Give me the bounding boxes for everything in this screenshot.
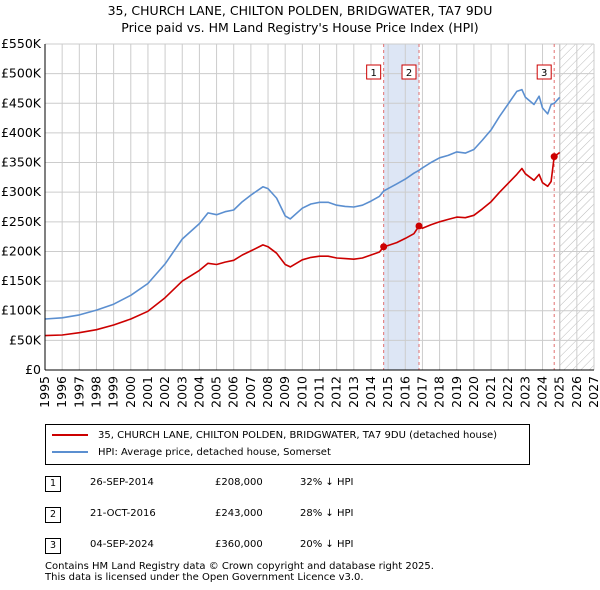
y-tick-label: £250K [1,214,42,229]
series-layer [44,88,561,337]
y-tick-label: £450K [1,95,42,110]
legend: 35, CHURCH LANE, CHILTON POLDEN, BRIDGWA… [45,424,530,465]
sale-row: 2 21-OCT-2016 £243,000 28% ↓ HPI [45,504,445,524]
chart-title: 35, CHURCH LANE, CHILTON POLDEN, BRIDGWA… [0,2,600,36]
legend-item-hpi: HPI: Average price, detached house, Some… [52,445,331,461]
y-tick-label: £100K [1,303,42,318]
sale-label-number: 2 [406,68,412,79]
sale-label-box [401,64,417,80]
footer-line2: This data is licensed under the Open Gov… [45,572,364,583]
sale-label-box [536,64,552,80]
chart-title-line1: 35, CHURCH LANE, CHILTON POLDEN, BRIDGWA… [107,3,493,18]
y-tick-label: £150K [1,273,42,288]
x-tick-label: 2017 [414,376,429,408]
x-tick-label: 2018 [432,376,447,408]
x-tick-label: 1998 [88,376,103,408]
x-tick-label: 2002 [157,376,172,408]
sale-row: 3 04-SEP-2024 £360,000 20% ↓ HPI [45,535,445,555]
legend-swatch-property [52,434,88,436]
sale-point [415,222,423,230]
x-tick-label: 2015 [380,376,395,408]
sale-badge: 2 [45,507,61,523]
y-tick-label: £350K [1,155,42,170]
sale-badge: 3 [45,538,61,554]
sale-date: 21-OCT-2016 [90,508,156,519]
x-tick-label: 2014 [363,376,378,408]
x-tick-label: 2025 [552,376,567,408]
highlight-band [383,44,420,370]
x-tick-label: 2016 [397,376,412,408]
legend-label-hpi: HPI: Average price, detached house, Some… [98,447,331,458]
hpi-line [44,88,561,320]
price-chart: 1 2 3 £0 £50K £100K £150K £200K £250K £300K £350K… [1,36,600,408]
y-tick-label: £50K [9,332,42,347]
sale-hpi-diff: 20% ↓ HPI [300,539,354,550]
x-tick-label: 2005 [209,376,224,408]
sale-label-number: 3 [541,68,547,79]
x-tick-label: 2012 [329,376,344,408]
footer-line1: Contains HM Land Registry data © Crown c… [45,561,434,572]
x-tick-label: 2026 [569,376,584,408]
y-tick-label: £300K [1,184,42,199]
x-tick-label: 2008 [260,376,275,408]
sale-markers: 1 2 3 [366,64,558,251]
sale-badge: 1 [45,476,61,492]
property-line [44,151,561,337]
x-tick-label: 2023 [517,376,532,408]
sale-hpi-diff: 28% ↓ HPI [300,508,354,519]
legend-swatch-hpi [52,451,88,453]
x-tick-label: 2010 [294,376,309,408]
x-tick-label: 1996 [54,376,69,408]
sale-price: £208,000 [215,477,263,488]
chart-title-line2: Price paid vs. HM Land Registry's House … [121,20,479,35]
y-tick-label: £550K [1,36,42,51]
sale-row: 1 26-SEP-2014 £208,000 32% ↓ HPI [45,473,445,493]
sale-hpi-diff: 32% ↓ HPI [300,477,354,488]
sale-date: 04-SEP-2024 [90,539,154,550]
sale-date: 26-SEP-2014 [90,477,154,488]
x-tick-label: 1997 [71,376,86,408]
x-tick-label: 1999 [106,376,121,408]
x-tick-label: 2000 [123,376,138,408]
y-tick-label: £0 [25,362,41,377]
x-tick-label: 2007 [243,376,258,408]
x-tick-label: 2009 [277,376,292,408]
sale-price: £360,000 [215,539,263,550]
x-tick-label: 2003 [174,376,189,408]
x-tick-label: 2001 [140,376,155,408]
x-tick-label: 2011 [312,376,327,408]
x-tick-label: 2022 [500,376,515,408]
x-tick-label: 2020 [466,376,481,408]
y-tick-label: £500K [1,66,42,81]
x-tick-label: 1995 [37,376,52,408]
axes: £0 £50K £100K £150K £200K £250K £300K £350K £400… [1,36,600,408]
sale-point [550,153,558,161]
x-tick-label: 2013 [346,376,361,408]
y-tick-label: £400K [1,125,42,140]
legend-item-property: 35, CHURCH LANE, CHILTON POLDEN, BRIDGWA… [52,428,497,444]
footer: Contains HM Land Registry data © Crown c… [45,561,434,583]
x-tick-label: 2006 [226,376,241,408]
sale-point [380,243,388,251]
x-tick-label: 2021 [483,376,498,408]
x-tick-label: 2004 [191,376,206,408]
sale-label-number: 1 [370,68,376,79]
x-tick-label: 2027 [586,376,600,408]
x-tick-label: 2024 [535,376,550,408]
legend-label-property: 35, CHURCH LANE, CHILTON POLDEN, BRIDGWA… [98,430,498,441]
sale-label-box [366,64,382,80]
sale-price: £243,000 [215,508,263,519]
y-tick-label: £200K [1,243,42,258]
x-tick-label: 2019 [449,376,464,408]
